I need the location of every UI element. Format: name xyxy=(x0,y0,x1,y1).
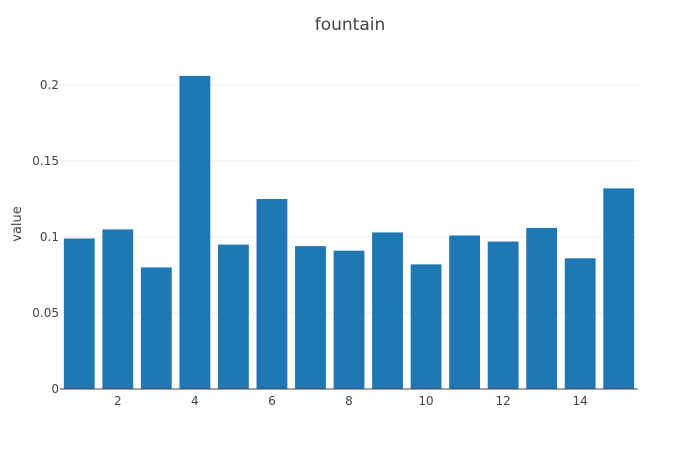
bar-1 xyxy=(63,238,95,389)
y-tick-label-1: 0.05 xyxy=(32,306,59,320)
y-tick-label-2: 0.1 xyxy=(40,230,59,244)
chart-title: fountain xyxy=(315,15,386,35)
bar-14 xyxy=(564,258,596,389)
x-tick-label-8: 8 xyxy=(345,394,353,408)
x-tick-label-6: 6 xyxy=(268,394,276,408)
x-tick-labels: 2 4 6 8 10 12 14 xyxy=(114,394,588,408)
bar-15 xyxy=(603,188,635,389)
x-tick-label-10: 10 xyxy=(418,394,433,408)
y-tick-labels: 0 0.05 0.1 0.15 0.2 xyxy=(32,78,59,396)
bar-6 xyxy=(256,199,288,389)
bar-8 xyxy=(333,250,365,389)
bar-4 xyxy=(179,75,211,389)
bar-2 xyxy=(102,229,134,389)
bar-12 xyxy=(487,241,519,389)
y-tick-label-3: 0.15 xyxy=(32,154,59,168)
x-tick-label-2: 2 xyxy=(114,394,122,408)
x-tick-label-12: 12 xyxy=(495,394,510,408)
y-tick-label-0: 0 xyxy=(51,382,59,396)
bar-3 xyxy=(140,267,172,389)
y-axis-title: value xyxy=(10,206,25,242)
y-tick-label-4: 0.2 xyxy=(40,78,59,92)
bar-9 xyxy=(372,232,403,389)
x-tick-label-14: 14 xyxy=(573,394,588,408)
bars xyxy=(63,75,635,389)
bar-5 xyxy=(217,244,249,389)
bar-10 xyxy=(410,264,442,389)
bar-13 xyxy=(526,227,558,389)
x-tick-label-4: 4 xyxy=(191,394,199,408)
bar-11 xyxy=(449,235,481,389)
bar-7 xyxy=(295,246,326,389)
